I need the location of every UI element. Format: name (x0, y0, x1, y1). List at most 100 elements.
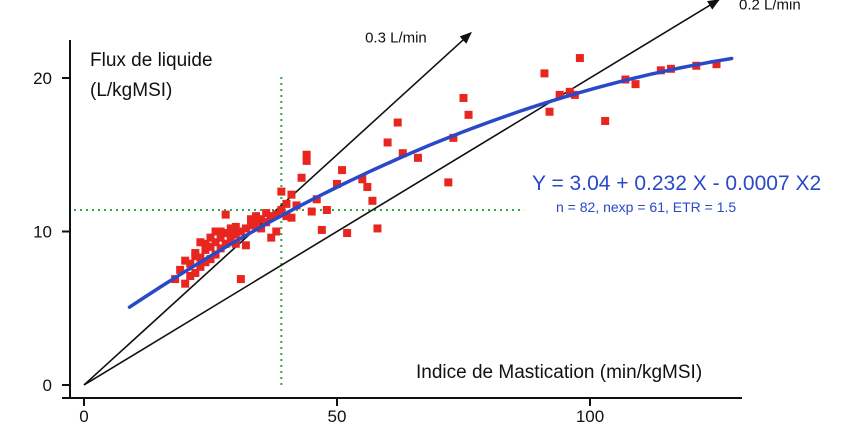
data-point (246, 221, 255, 230)
data-point (272, 210, 281, 219)
data-point (282, 199, 291, 208)
data-point (358, 175, 367, 184)
data-point (565, 87, 574, 96)
data-point (459, 93, 468, 102)
data-point (282, 212, 291, 221)
data-point (221, 239, 230, 248)
data-point (181, 279, 190, 288)
data-point (186, 259, 195, 268)
rate-line-label: 0.3 L/min (365, 30, 427, 47)
fit-statistics: n = 82, nexp = 61, ETR = 1.5 (556, 199, 736, 215)
data-point (252, 219, 261, 228)
data-point (186, 272, 195, 281)
rate-line (83, 0, 720, 386)
data-point (373, 224, 382, 233)
data-point (393, 118, 402, 127)
y-axis-title-line2: (L/kgMSI) (90, 80, 172, 101)
data-point (307, 207, 316, 216)
data-point (221, 229, 230, 238)
fit-curve-layer (127, 56, 734, 309)
data-point (262, 209, 271, 218)
data-point (302, 150, 311, 159)
data-point (241, 241, 250, 250)
data-point (231, 230, 240, 239)
data-point (555, 90, 564, 99)
y-axis-title-line1: Flux de liquide (90, 50, 213, 71)
data-point (252, 212, 261, 221)
data-point (206, 242, 215, 251)
data-point (221, 210, 230, 219)
data-point (196, 238, 205, 247)
data-point (343, 229, 352, 238)
data-point (338, 166, 347, 175)
data-point (231, 222, 240, 231)
x-tick-label: 50 (328, 407, 347, 425)
data-point (201, 245, 210, 254)
data-point (257, 215, 266, 224)
data-point (226, 235, 235, 244)
data-point (287, 213, 296, 222)
data-point (575, 54, 584, 63)
axes (62, 40, 742, 399)
y-tick-label: 0 (43, 376, 52, 395)
data-point (287, 190, 296, 199)
data-point (246, 215, 255, 224)
data-point (236, 227, 245, 236)
data-point (540, 69, 549, 78)
data-point (196, 262, 205, 271)
reference-lines (74, 74, 525, 385)
data-point (631, 80, 640, 89)
data-point (191, 268, 200, 277)
data-point (398, 149, 407, 158)
x-axis-title: Indice de Mastication (min/kgMSI) (416, 362, 702, 383)
data-point (191, 248, 200, 257)
data-point (449, 133, 458, 142)
data-point (201, 258, 210, 267)
data-point (712, 60, 721, 69)
data-point (211, 238, 220, 247)
data-point (226, 230, 235, 239)
data-point (297, 173, 306, 182)
fit-curve (127, 56, 734, 309)
data-point (267, 233, 276, 242)
data-point (231, 239, 240, 248)
data-point (226, 224, 235, 233)
data-point (241, 224, 250, 233)
rate-line-label: 0.2 L/min (739, 0, 801, 14)
data-point (176, 265, 185, 274)
data-point (363, 182, 372, 191)
data-point (277, 206, 286, 215)
y-tick-label: 10 (33, 223, 52, 242)
y-tick-label: 20 (33, 69, 52, 88)
data-point (206, 255, 215, 264)
data-point (216, 233, 225, 242)
data-point (216, 227, 225, 236)
data-point (312, 195, 321, 204)
data-point (464, 110, 473, 119)
data-point (292, 201, 301, 210)
data-point (601, 116, 610, 125)
data-points (171, 54, 721, 288)
tick-labels: 0 50 100 0 10 20 (33, 69, 604, 425)
data-point (196, 253, 205, 262)
data-point (302, 156, 311, 165)
data-point (267, 212, 276, 221)
data-point (317, 225, 326, 234)
fit-equation: Y = 3.04 + 0.232 X - 0.0007 X2 (532, 172, 821, 195)
data-point (201, 239, 210, 248)
x-tick-label: 0 (79, 407, 88, 425)
data-point (236, 275, 245, 284)
data-point (322, 206, 331, 215)
data-point (444, 178, 453, 187)
data-point (383, 138, 392, 147)
data-point (272, 227, 281, 236)
data-point (545, 107, 554, 116)
data-point (368, 196, 377, 205)
data-point (277, 187, 286, 196)
data-point (211, 227, 220, 236)
x-tick-label: 100 (576, 407, 604, 425)
data-point (181, 256, 190, 265)
data-point (206, 233, 215, 242)
